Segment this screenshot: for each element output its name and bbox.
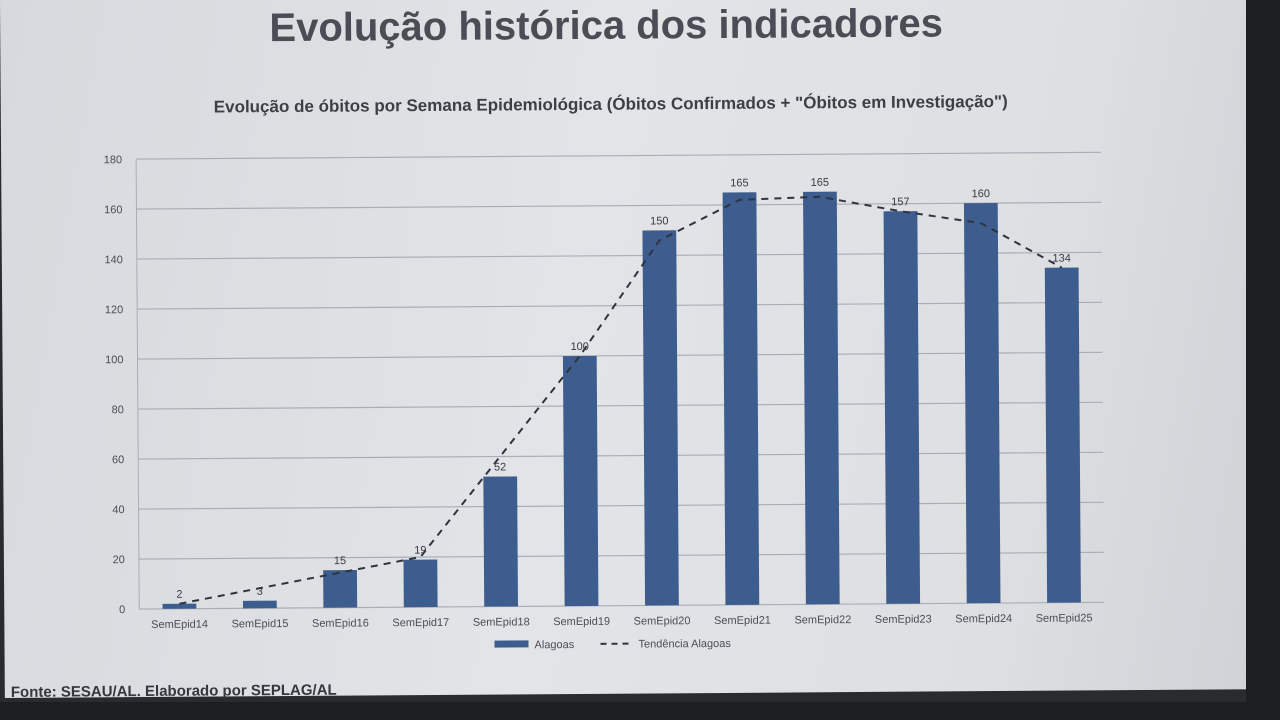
grid-line bbox=[136, 151, 1102, 160]
data-labels: 2 3 15 19 52 100 150 165 165 157 160 134 bbox=[176, 177, 1071, 601]
y-tick-label: 20 bbox=[113, 554, 125, 566]
data-label: 165 bbox=[811, 177, 829, 189]
bars bbox=[162, 191, 1081, 609]
data-label: 19 bbox=[414, 545, 426, 557]
grid-line bbox=[139, 601, 1105, 610]
monitor-bezel-bottom bbox=[0, 702, 1280, 720]
data-label: 15 bbox=[334, 555, 346, 567]
x-tick-label: SemEpid24 bbox=[955, 613, 1012, 625]
data-label: 165 bbox=[730, 177, 748, 189]
data-label: 52 bbox=[494, 461, 506, 473]
x-tick-label: SemEpid23 bbox=[875, 614, 932, 626]
bar bbox=[162, 603, 197, 609]
x-tick-label: SemEpid16 bbox=[312, 617, 369, 629]
y-tick-label: 60 bbox=[112, 454, 124, 466]
legend-label-alagoas: Alagoas bbox=[534, 639, 574, 651]
bar bbox=[403, 559, 438, 608]
data-label: 2 bbox=[176, 589, 182, 601]
bar bbox=[642, 230, 679, 606]
data-label: 3 bbox=[257, 586, 263, 598]
grid-line bbox=[136, 201, 1102, 210]
grid-line bbox=[138, 551, 1104, 560]
x-tick-label: SemEpid17 bbox=[392, 617, 449, 629]
y-tick-label: 180 bbox=[104, 154, 122, 166]
slide: Evolução histórica dos indicadores Evolu… bbox=[0, 0, 1253, 701]
y-tick-label: 100 bbox=[105, 354, 123, 366]
y-tick-label: 40 bbox=[112, 504, 124, 516]
legend-label-tendencia: Tendência Alagoas bbox=[638, 638, 731, 651]
x-tick-label: SemEpid22 bbox=[794, 614, 851, 626]
trend-series-line bbox=[179, 195, 1063, 605]
grid-line bbox=[138, 501, 1104, 510]
source-note: Fonte: SESAU/AL. Elaborado por SEPLAG/AL bbox=[10, 681, 337, 701]
grid-line bbox=[136, 251, 1102, 260]
bar bbox=[242, 600, 277, 609]
x-tick-label: SemEpid25 bbox=[1036, 612, 1093, 624]
grid-line bbox=[138, 451, 1104, 460]
data-label: 150 bbox=[650, 215, 668, 227]
bar bbox=[1044, 267, 1081, 603]
x-tick-label: SemEpid19 bbox=[553, 616, 610, 628]
bar bbox=[883, 211, 921, 604]
y-tick-label: 0 bbox=[119, 604, 125, 616]
data-label: 160 bbox=[972, 188, 990, 200]
y-tick-label: 140 bbox=[104, 254, 122, 266]
y-axis: 0 20 40 60 80 100 120 140 160 180 bbox=[104, 154, 140, 616]
x-tick-label: SemEpid14 bbox=[151, 619, 208, 631]
bar bbox=[323, 570, 358, 608]
data-label: 134 bbox=[1052, 253, 1070, 265]
y-tick-label: 80 bbox=[112, 404, 124, 416]
legend: Alagoas Tendência Alagoas bbox=[494, 638, 731, 651]
y-tick-label: 160 bbox=[104, 204, 122, 216]
monitor-bezel-right bbox=[1246, 0, 1280, 720]
x-tick-label: SemEpid15 bbox=[232, 618, 289, 630]
bar bbox=[483, 476, 519, 607]
x-tick-label: SemEpid18 bbox=[473, 616, 530, 628]
x-tick-label: SemEpid20 bbox=[634, 615, 691, 627]
bar bbox=[722, 192, 760, 605]
trend-line bbox=[179, 195, 1063, 605]
y-axis-line bbox=[135, 159, 140, 610]
chart: 0 20 40 60 80 100 120 140 160 180 2 3 15 19 52 100 150 1… bbox=[104, 151, 1105, 651]
data-label: 100 bbox=[571, 341, 589, 353]
x-tick-label: SemEpid21 bbox=[714, 615, 771, 627]
x-axis: SemEpid14 SemEpid15 SemEpid16 SemEpid17 SemE… bbox=[151, 612, 1093, 631]
grid-line bbox=[137, 351, 1103, 360]
grid-line bbox=[137, 401, 1103, 410]
grid-lines bbox=[136, 151, 1105, 610]
data-label: 157 bbox=[891, 196, 909, 208]
grid-line bbox=[137, 301, 1103, 310]
legend-bar-swatch bbox=[494, 640, 529, 648]
bar bbox=[562, 355, 599, 607]
y-tick-label: 120 bbox=[105, 304, 123, 316]
bar bbox=[803, 191, 840, 605]
bar bbox=[963, 203, 1001, 604]
